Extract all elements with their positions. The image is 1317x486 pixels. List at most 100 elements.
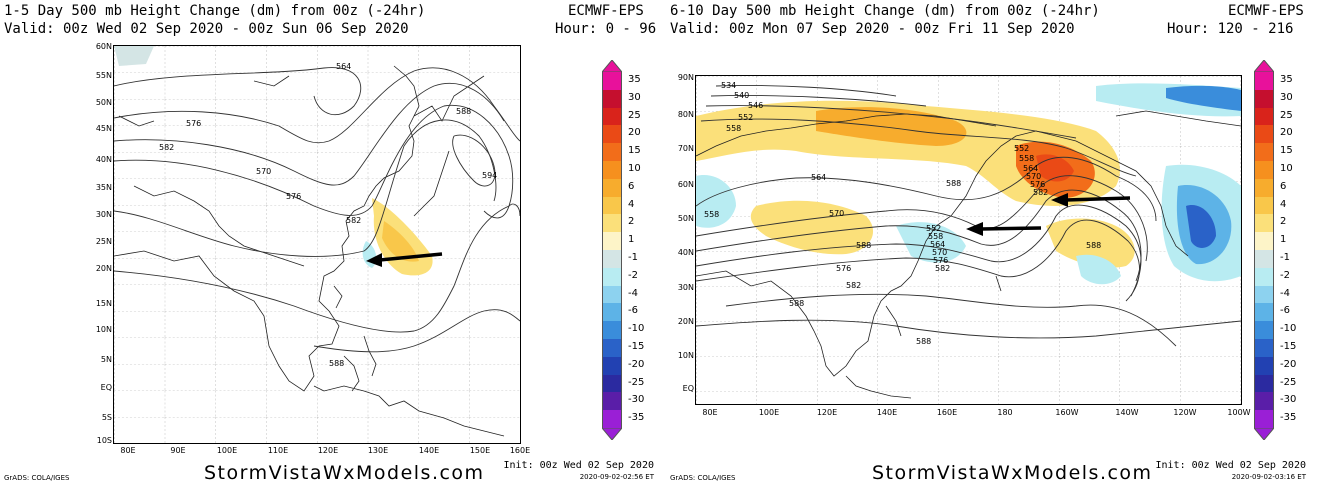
lat-label: 50N xyxy=(95,98,112,107)
colorbar-cell xyxy=(1254,232,1274,250)
colorbar-cell xyxy=(1254,410,1274,428)
contour-label: 570 xyxy=(932,248,947,257)
contour-label: 552 xyxy=(1014,144,1029,153)
contour-label: 588 xyxy=(1086,241,1101,250)
colorbar-label: 35 xyxy=(628,73,641,85)
lon-label: 80E xyxy=(702,408,718,417)
colorbar-label: -10 xyxy=(628,323,645,335)
contour-label: 582 xyxy=(159,143,174,152)
left-grads-credit: GrADS: COLA/IGES xyxy=(4,474,70,482)
colorbar-label: 35 xyxy=(1280,73,1293,85)
colorbar-cell xyxy=(1254,267,1274,286)
right-init-time: Init: 00z Wed 02 Sep 2020 xyxy=(1155,460,1306,471)
contour-label: 576 xyxy=(933,256,948,265)
colorbar-cell xyxy=(602,267,622,286)
lon-label: 140E xyxy=(418,446,440,455)
lat-label: 60N xyxy=(677,180,694,189)
lat-label: 50N xyxy=(677,214,694,223)
contour-label: 540 xyxy=(734,91,749,100)
lat-label: 55N xyxy=(95,71,112,80)
contour-label: 564 xyxy=(1023,164,1038,173)
colorbar-cell xyxy=(1254,321,1274,339)
lon-label: 100E xyxy=(758,408,780,417)
lat-label: 30N xyxy=(677,283,694,292)
colorbar-cell xyxy=(602,321,622,339)
lat-label: 60N xyxy=(95,42,112,51)
contour-label: 582 xyxy=(846,281,861,290)
colorbar-cell xyxy=(602,107,622,126)
annotation-arrow xyxy=(1051,193,1131,207)
colorbar-label: -35 xyxy=(1280,412,1297,424)
right-title-line2: Valid: 00z Mon 07 Sep 2020 - 00z Fri 11 … xyxy=(670,21,1075,37)
colorbar-cell xyxy=(602,410,622,428)
lat-label: 20N xyxy=(677,317,694,326)
colorbar-cell xyxy=(1254,143,1274,161)
colorbar-cell xyxy=(602,339,622,357)
contour-label: 576 xyxy=(286,192,301,201)
colorbar-top-tip xyxy=(602,60,622,72)
colorbar-label: 20 xyxy=(1280,127,1293,139)
colorbar-cell xyxy=(1254,356,1274,375)
contour-label: 558 xyxy=(704,210,719,219)
colorbar-label: -6 xyxy=(628,305,638,317)
contour-label: 564 xyxy=(336,62,351,71)
coastline xyxy=(114,65,505,437)
colorbar-label: -4 xyxy=(628,287,638,299)
lat-label: 35N xyxy=(95,183,112,192)
colorbar-label: -15 xyxy=(628,340,645,352)
lon-label: 140E xyxy=(876,408,898,417)
contour-label: 570 xyxy=(829,209,844,218)
right-hour-range: Hour: 120 - 216 xyxy=(1167,21,1294,37)
contour-label: 570 xyxy=(1026,172,1041,181)
colorbar-cell xyxy=(602,392,622,411)
left-colorbar: 35 30 25 20 15 10 6 4 2 1 -1 -2 -4 -6 -10 -15 -20 -25 -30 -… xyxy=(602,60,644,440)
left-model-name: ECMWF-EPS xyxy=(568,3,644,19)
lon-label: 110E xyxy=(267,446,289,455)
right-init-timestamp: 2020-09-02-03:16 ET xyxy=(1231,473,1306,481)
contour-label: 564 xyxy=(811,173,826,182)
colorbar-label: 2 xyxy=(628,216,635,228)
colorbar-label: -6 xyxy=(1280,305,1290,317)
lat-label: 10N xyxy=(95,325,112,334)
colorbar-label: 15 xyxy=(1280,145,1293,157)
colorbar-label: -25 xyxy=(1280,376,1297,388)
contour-label: 576 xyxy=(186,119,201,128)
left-title-line2: Valid: 00z Wed 02 Sep 2020 - 00z Sun 06 … xyxy=(4,21,409,37)
lon-label: 100E xyxy=(216,446,238,455)
colorbar-cell xyxy=(1254,214,1274,233)
colorbar-label: -2 xyxy=(628,269,638,281)
lat-label: 25N xyxy=(95,237,112,246)
lon-label: 140W xyxy=(1115,408,1139,417)
contour-label: 588 xyxy=(946,179,961,188)
colorbar-label: 6 xyxy=(628,180,635,192)
lon-label: 160E xyxy=(509,446,531,455)
colorbar-label: -25 xyxy=(628,376,645,388)
contour-label: 558 xyxy=(726,124,741,133)
contour-label: 588 xyxy=(456,107,471,116)
colorbar-cell xyxy=(602,125,622,144)
height-contours xyxy=(114,67,520,353)
colorbar-label: -20 xyxy=(1280,358,1297,370)
colorbar-label: 4 xyxy=(1280,198,1287,210)
annotation-arrow xyxy=(366,252,443,267)
colorbar-cell xyxy=(1254,303,1274,322)
colorbar-cell xyxy=(602,72,622,90)
colorbar-cell xyxy=(1254,161,1274,179)
colorbar-label: 1 xyxy=(1280,234,1287,246)
lon-label: 80E xyxy=(120,446,136,455)
colorbar-label: -35 xyxy=(628,412,645,424)
colorbar-bottom-tip xyxy=(602,428,622,440)
colorbar-cell xyxy=(602,89,622,108)
right-map: 534 540 546 552 558 564 558 570 552 558 … xyxy=(695,75,1242,405)
colorbar-label: -30 xyxy=(1280,394,1297,406)
colorbar-cell xyxy=(1254,374,1274,393)
lat-label: 40N xyxy=(95,155,112,164)
lat-label: 40N xyxy=(677,248,694,257)
colorbar-cell xyxy=(1254,339,1274,357)
colorbar-label: 4 xyxy=(628,198,635,210)
colorbar-bottom-tip xyxy=(1254,428,1274,440)
colorbar-label: 15 xyxy=(628,145,641,157)
right-site-credit: StormVistaWxModels.com xyxy=(872,462,1153,484)
left-title-line1: 1-5 Day 500 mb Height Change (dm) from 0… xyxy=(4,3,426,19)
right-map-panel: 6-10 Day 500 mb Height Change (dm) from … xyxy=(662,0,1317,486)
